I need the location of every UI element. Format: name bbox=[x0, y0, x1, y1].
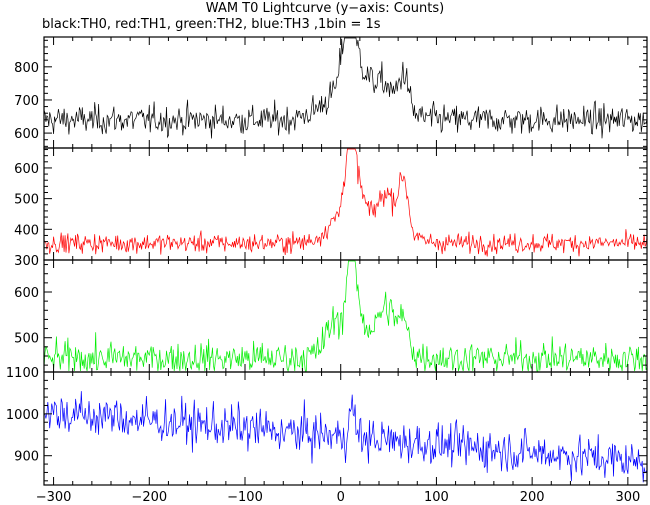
y-tick-label: 800 bbox=[14, 61, 39, 76]
y-tick-label: 600 bbox=[14, 127, 39, 142]
x-tick-label: −100 bbox=[227, 490, 263, 505]
y-tick-label: 900 bbox=[14, 450, 39, 465]
series-th0 bbox=[43, 37, 648, 139]
series-th1 bbox=[43, 148, 648, 257]
chart-title: WAM T0 Lightcurve (y−axis: Counts) bbox=[205, 1, 445, 16]
chart-subtitle: black:TH0, red:TH1, green:TH2, blue:TH3 … bbox=[42, 17, 381, 32]
x-tick-label: 100 bbox=[424, 490, 449, 505]
y-tick-label: 1000 bbox=[6, 408, 39, 423]
y-tick-label: 1100 bbox=[6, 366, 39, 381]
y-tick-label: 300 bbox=[14, 254, 39, 269]
x-tick-label: 200 bbox=[520, 490, 545, 505]
panel-frame-th3 bbox=[43, 371, 648, 486]
panel-frame-th2 bbox=[43, 259, 648, 373]
y-tick-label: 500 bbox=[14, 332, 39, 347]
panel-frame-th0 bbox=[43, 36, 648, 149]
series-th2 bbox=[43, 260, 648, 373]
y-tick-label: 400 bbox=[14, 223, 39, 238]
y-tick-label: 500 bbox=[14, 193, 39, 208]
x-tick-label: −300 bbox=[36, 490, 72, 505]
y-tick-label: 600 bbox=[14, 286, 39, 301]
x-tick-label: −200 bbox=[131, 490, 167, 505]
x-tick-label: 0 bbox=[337, 490, 345, 505]
y-tick-label: 600 bbox=[14, 162, 39, 177]
y-tick-label: 700 bbox=[14, 94, 39, 109]
x-tick-label: 300 bbox=[615, 490, 640, 505]
series-th3 bbox=[44, 391, 648, 483]
